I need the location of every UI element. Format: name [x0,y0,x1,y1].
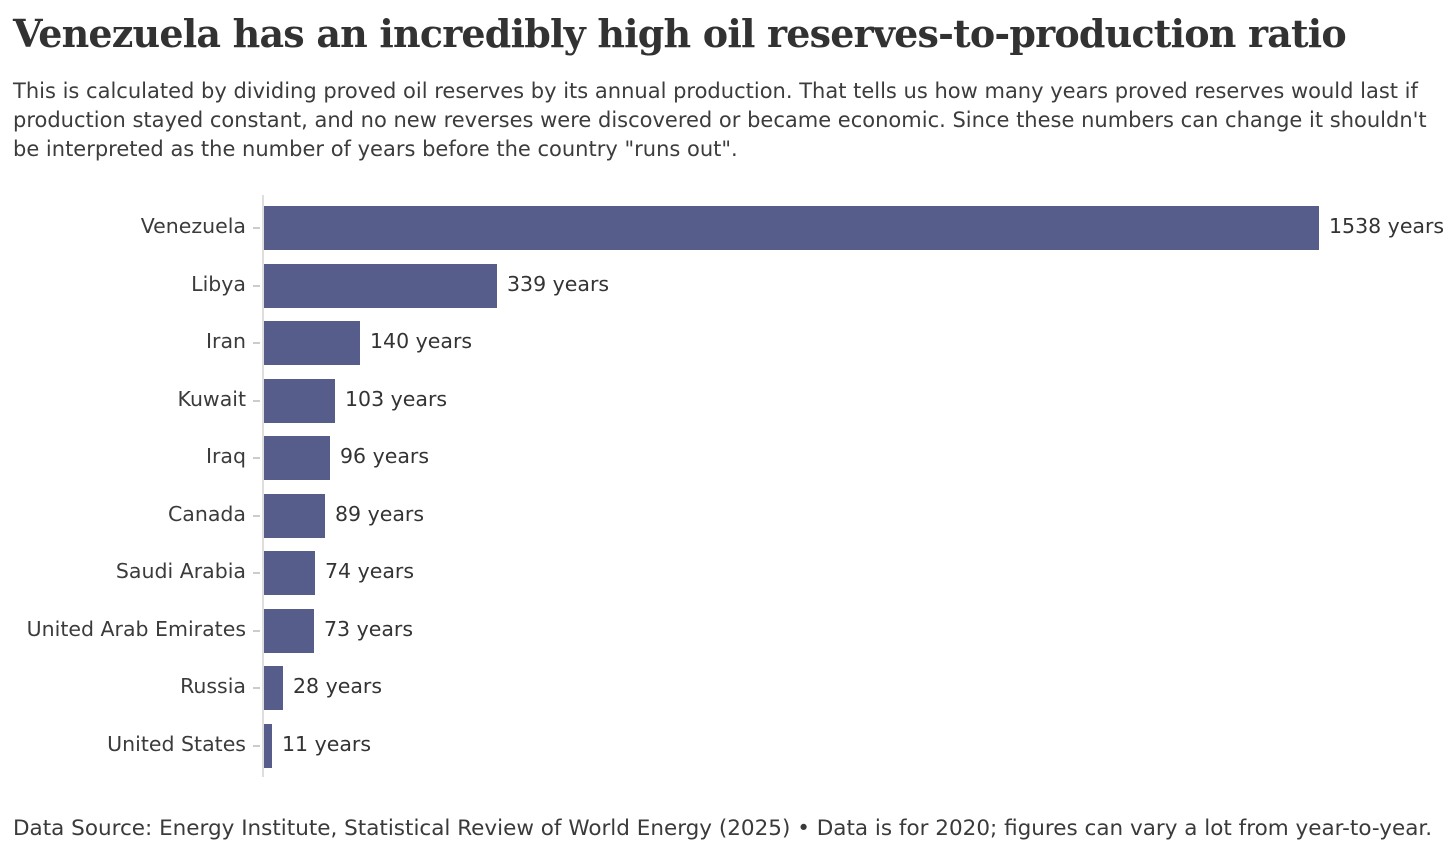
value-label: 11 years [282,731,372,756]
value-label: 89 years [335,501,425,526]
category-label: United Arab Emirates [26,616,246,641]
value-label: 96 years [340,444,430,468]
bar [264,551,315,595]
axis-tick [253,514,260,517]
bar [264,723,272,768]
axis-tick [253,457,260,459]
category-label: Venezuela [140,214,246,238]
category-label: Canada [167,501,246,526]
value-label: 73 years [324,616,414,641]
bar-chart: Venezuela 1538 years Libya 339 years Iran 140… [26,195,1445,777]
data-source-note: Data Source: Energy Institute, Statistic… [13,816,1433,841]
axis-tick [253,687,260,689]
bar [264,321,360,365]
axis-tick [253,227,260,229]
axis-tick [253,744,260,747]
category-label: United States [107,731,246,756]
chart-title: Venezuela has an incredibly high oil res… [13,11,1347,56]
category-label: Saudi Arabia [115,559,246,583]
value-label: 1538 years [1329,214,1445,238]
value-label: 103 years [345,386,448,411]
axis-tick [253,629,260,632]
value-label: 28 years [293,674,383,698]
value-label: 74 years [325,559,415,583]
y-axis-line [262,195,264,777]
axis-tick [253,342,260,344]
bar [264,666,283,710]
category-label: Iraq [205,444,246,468]
bar [264,608,314,653]
axis-tick [253,399,260,402]
bar [264,206,1319,250]
category-label: Libya [191,271,246,296]
chart-subtitle: This is calculated by dividing proved oi… [13,79,1427,161]
bar [264,436,330,480]
axis-tick [253,284,260,287]
category-label: Iran [205,329,246,353]
axis-tick [253,572,260,574]
value-label: 140 years [370,329,473,353]
bar [264,378,335,423]
value-label: 339 years [507,271,610,296]
category-label: Kuwait [177,386,246,411]
bar [264,263,497,308]
category-label: Russia [180,674,246,698]
bar [264,493,325,538]
